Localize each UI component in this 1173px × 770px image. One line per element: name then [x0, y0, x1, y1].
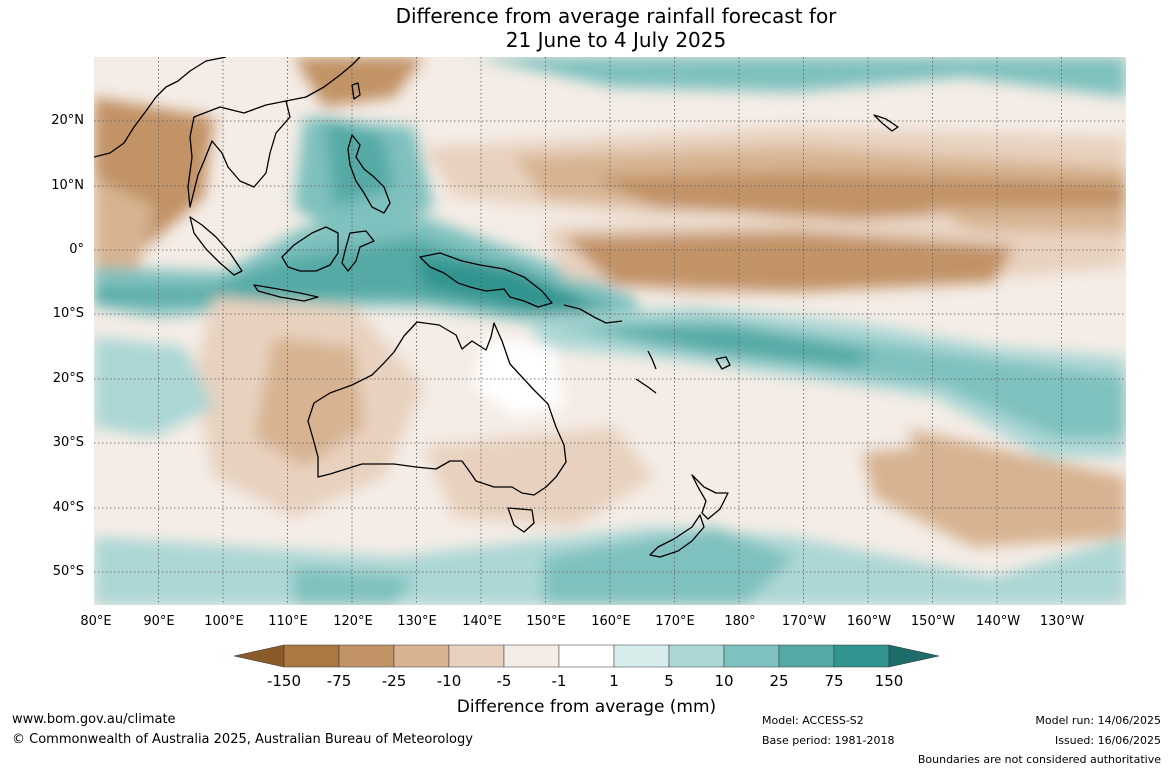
legend-swatch-6: [558, 644, 615, 668]
lat-label-20s: 20°S: [52, 371, 84, 386]
footer-model: Model: ACCESS-S2: [762, 714, 864, 727]
legend-swatch-7: [613, 644, 670, 668]
legend-swatch-3: [393, 644, 450, 668]
title-line-2: 21 June to 4 July 2025: [505, 28, 727, 52]
lon-label-130w: 130°W: [1039, 614, 1085, 629]
graticule: [94, 57, 1126, 605]
legend-tick-label: 75: [824, 672, 844, 690]
new-guinea-outline: [419, 252, 553, 308]
rainfall-anomaly-field: [94, 57, 1126, 605]
lon-label-150w: 150°W: [910, 614, 956, 629]
lon-label-80e: 80°E: [80, 614, 112, 629]
coastlines: [94, 57, 899, 558]
china-coast-outline: [285, 57, 361, 102]
lat-label-20n: 20°N: [51, 113, 84, 128]
legend-tick-label: 25: [769, 672, 789, 690]
map-title: Difference from average rainfall forecas…: [0, 4, 1173, 52]
vanuatu-islands: [647, 350, 657, 370]
rainfall-map: [94, 57, 1126, 605]
lon-label-100e: 100°E: [204, 614, 244, 629]
legend-swatch-11: [833, 644, 890, 668]
lon-label-140w: 140°W: [975, 614, 1021, 629]
lon-label-130e: 130°E: [397, 614, 437, 629]
java-outline: [253, 284, 319, 302]
sumatra-outline: [189, 216, 243, 276]
indochina-outline: [187, 100, 291, 208]
legend-title: Difference from average (mm): [456, 697, 717, 717]
new-zealand-south-island: [649, 514, 705, 558]
footer-base-period: Base period: 1981-2018: [762, 734, 895, 747]
borneo-outline: [281, 226, 339, 272]
legend-swatch-4: [448, 644, 505, 668]
legend-tick-label: 5: [664, 672, 674, 690]
philippines-outline: [347, 134, 391, 214]
legend-tick-label: -10: [436, 672, 462, 690]
lon-label-120e: 120°E: [333, 614, 373, 629]
footer-copyright: © Commonwealth of Australia 2025, Austra…: [12, 732, 473, 747]
tasmania-outline: [507, 507, 535, 533]
taiwan-outline: [351, 82, 361, 100]
lon-label-150e: 150°E: [526, 614, 566, 629]
legend-tick-label: -75: [326, 672, 352, 690]
footer-model-run: Model run: 14/06/2025: [1035, 714, 1161, 727]
color-legend: [232, 644, 942, 694]
footer-url[interactable]: www.bom.gov.au/climate: [12, 712, 176, 727]
lat-label-10s: 10°S: [52, 306, 84, 321]
south-asia-outline: [94, 57, 227, 158]
lon-label-160e: 160°E: [591, 614, 631, 629]
lon-label-160w: 160°W: [846, 614, 892, 629]
lon-label-90e: 90°E: [143, 614, 175, 629]
legend-tick-label: -1: [551, 672, 567, 690]
lat-label-40s: 40°S: [52, 500, 84, 515]
lon-label-140e: 140°E: [462, 614, 502, 629]
lon-label-170e: 170°E: [655, 614, 695, 629]
legend-tick-label: 10: [714, 672, 734, 690]
color-legend-bar: [233, 644, 940, 668]
lon-label-180: 180°: [724, 614, 756, 629]
fiji-islands: [715, 356, 731, 370]
legend-tick-label: -150: [266, 672, 302, 690]
footer-disclaimer: Boundaries are not considered authoritat…: [917, 753, 1161, 766]
legend-swatch-5: [503, 644, 560, 668]
rainfall-map-svg: [94, 57, 1126, 605]
sulawesi-outline: [341, 230, 375, 272]
legend-tick-label: -5: [496, 672, 512, 690]
lat-label-0: 0°: [69, 242, 84, 257]
legend-swatch-9: [723, 644, 780, 668]
legend-swatch-2: [338, 644, 395, 668]
legend-tick-label: 1: [609, 672, 619, 690]
legend-swatch-8: [668, 644, 725, 668]
legend-swatch-10: [778, 644, 835, 668]
australia-outline: [307, 321, 567, 496]
lat-label-10n: 10°N: [51, 178, 84, 193]
legend-tick-label: -25: [381, 672, 407, 690]
legend-swatch-0: [233, 644, 285, 668]
lon-label-110e: 110°E: [268, 614, 308, 629]
title-line-1: Difference from average rainfall forecas…: [395, 4, 837, 28]
legend-swatch-1: [283, 644, 340, 668]
new-zealand-north-island: [691, 474, 729, 520]
new-caledonia: [635, 378, 657, 394]
hawaii-islands: [873, 114, 899, 132]
solomon-islands: [563, 304, 623, 324]
legend-swatch-12: [888, 644, 940, 668]
lon-label-170w: 170°W: [781, 614, 827, 629]
footer-issued: Issued: 16/06/2025: [1054, 734, 1161, 747]
legend-tick-label: 150: [874, 672, 904, 690]
lat-label-50s: 50°S: [52, 564, 84, 579]
lat-label-30s: 30°S: [52, 435, 84, 450]
